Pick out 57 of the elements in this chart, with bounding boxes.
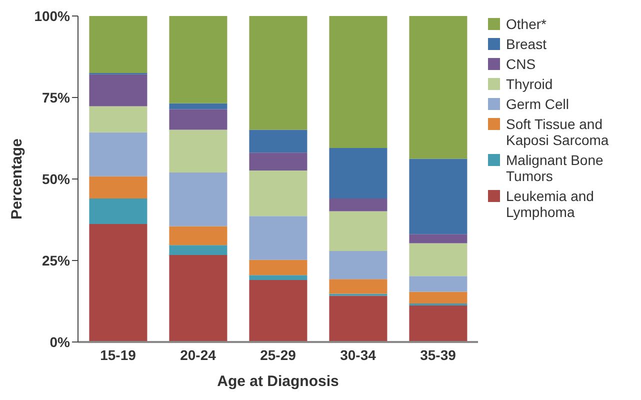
bar xyxy=(169,226,228,246)
bar xyxy=(249,260,308,276)
x-tick-label: 30-34 xyxy=(340,346,376,363)
bar xyxy=(249,152,308,171)
legend-label: CNS xyxy=(506,56,536,72)
legend-label: Malignant Bone Tumors xyxy=(506,152,604,184)
bar xyxy=(169,172,228,226)
x-tick-label: 25-29 xyxy=(260,346,296,363)
bar xyxy=(169,130,228,172)
bar xyxy=(169,254,228,342)
y-tick-label: 75% xyxy=(42,89,71,106)
bar xyxy=(89,176,148,199)
legend-label: Soft Tissue and Kaposi Sarcoma xyxy=(506,116,610,148)
legend-label: Breast xyxy=(506,36,546,52)
bar xyxy=(329,296,388,342)
legend-label: Thyroid xyxy=(506,76,553,92)
x-axis-title: Age at Diagnosis xyxy=(217,373,339,390)
legend-label: Germ Cell xyxy=(506,96,570,112)
x-tick-label: 15-19 xyxy=(100,346,136,363)
bar xyxy=(409,292,468,304)
legend-label: Other* xyxy=(506,16,546,32)
bar xyxy=(409,305,468,342)
bar xyxy=(329,251,388,280)
bar xyxy=(249,216,308,260)
legend-label: Leukemia and Lymphoma xyxy=(506,188,595,220)
bar xyxy=(409,16,468,159)
bar xyxy=(329,16,388,148)
bar xyxy=(249,16,308,130)
y-tick-label: 50% xyxy=(42,170,71,187)
bar xyxy=(409,276,468,292)
bar xyxy=(89,224,148,342)
bar xyxy=(169,16,228,104)
bar xyxy=(329,211,388,252)
bar xyxy=(169,109,228,130)
x-tick-label: 35-39 xyxy=(420,346,456,363)
x-tick-label: 20-24 xyxy=(180,346,216,363)
bar xyxy=(249,170,308,216)
bar xyxy=(89,132,148,176)
bar xyxy=(249,275,308,280)
bar xyxy=(409,243,468,276)
y-tick-label: 100% xyxy=(34,8,71,24)
y-tick-label: 0% xyxy=(50,334,71,350)
bar xyxy=(169,103,228,110)
bar xyxy=(329,198,388,212)
bar xyxy=(409,234,468,244)
bar xyxy=(169,245,228,255)
bar xyxy=(89,16,148,74)
y-tick-label: 25% xyxy=(42,252,71,268)
bar xyxy=(329,148,388,199)
bar xyxy=(249,280,308,342)
bar xyxy=(329,279,388,294)
bar xyxy=(89,106,148,132)
bar xyxy=(89,198,148,224)
bar xyxy=(249,130,308,153)
bar xyxy=(409,158,468,234)
y-axis-title: Percentage xyxy=(8,138,26,220)
bar xyxy=(89,74,148,106)
